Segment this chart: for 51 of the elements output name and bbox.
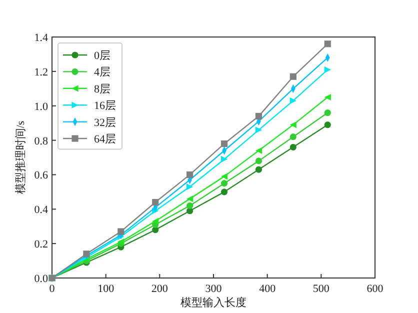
point: [152, 198, 159, 206]
point: [324, 94, 331, 101]
point: [152, 218, 159, 224]
point: [186, 196, 194, 202]
y-tick-label: 0.8: [34, 135, 48, 148]
y-tick-label: 0.0: [34, 273, 48, 285]
x-tick-label: 0: [49, 283, 56, 295]
legend-label: 0层: [94, 50, 110, 62]
point: [290, 134, 296, 140]
point: [186, 183, 194, 190]
legend-label: 32层: [94, 116, 116, 129]
point: [220, 156, 228, 163]
y-tick-label: 0.2: [34, 238, 48, 251]
x-tick-label: 500: [312, 283, 330, 295]
y-tick-label: 0.6: [34, 170, 48, 182]
point: [290, 121, 296, 128]
point: [220, 180, 228, 187]
y-tick-label: 0.4: [34, 204, 48, 216]
point: [255, 126, 262, 134]
point: [220, 188, 228, 196]
legend-label: 16层: [94, 100, 116, 112]
point: [255, 166, 262, 173]
point: [186, 202, 194, 209]
point: [255, 112, 262, 120]
y-tick-label: 1.0: [34, 100, 48, 113]
point: [290, 97, 296, 104]
x-tick-label: 100: [98, 283, 115, 295]
point: [220, 173, 228, 180]
x-tick-label: 200: [151, 283, 168, 295]
legend-label: 8层: [94, 83, 110, 96]
point: [220, 140, 228, 148]
point: [290, 144, 296, 150]
point: [118, 228, 124, 235]
legend-label: 64层: [94, 134, 116, 146]
x-tick-label: 300: [205, 283, 222, 295]
legend-label: 4层: [94, 66, 110, 79]
point: [255, 147, 262, 154]
point: [290, 73, 296, 80]
point: [324, 109, 331, 116]
x-tick-label: 600: [366, 283, 384, 295]
y-tick-label: 1.4: [34, 32, 48, 44]
y-axis-title: 模型推理时间/s: [14, 120, 27, 194]
point: [83, 250, 90, 258]
x-tick-label: 400: [259, 283, 276, 295]
y-tick-label: 1.2: [34, 66, 48, 78]
x-axis-title: 模型输入长度: [180, 296, 246, 309]
point: [255, 158, 262, 164]
point: [186, 171, 194, 178]
point: [324, 121, 331, 128]
point: [324, 40, 331, 48]
point: [324, 66, 331, 74]
